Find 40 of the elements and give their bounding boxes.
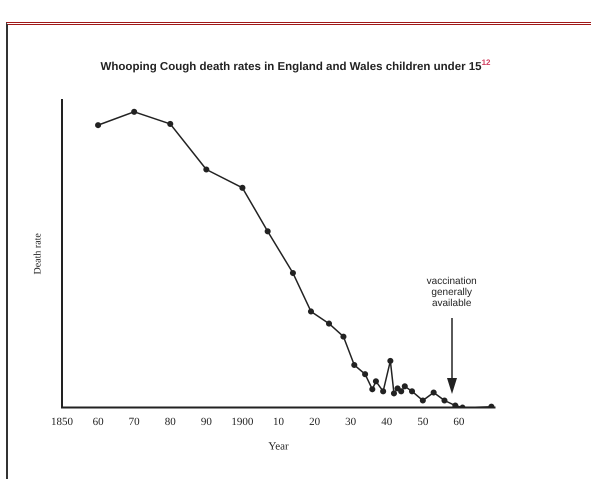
point: [167, 120, 174, 128]
x-tick-label: 30: [345, 416, 357, 428]
point: [390, 390, 398, 396]
x-tick-label: 80: [164, 416, 176, 428]
x-axis-title: Year: [268, 440, 289, 452]
x-tick-label: 50: [417, 416, 429, 428]
point: [326, 320, 332, 327]
annotation: vaccination generally available: [426, 276, 478, 309]
x-tick-label: 90: [200, 416, 212, 428]
point: [308, 308, 314, 315]
point: [264, 228, 271, 234]
x-tick-label: 1900: [231, 416, 254, 428]
point: [420, 397, 426, 404]
point: [398, 388, 404, 394]
point: [408, 388, 416, 394]
point: [239, 184, 246, 191]
point: [402, 383, 408, 390]
point: [203, 166, 210, 173]
x-tick-label: 20: [309, 416, 321, 428]
point: [387, 358, 394, 364]
point: [351, 362, 358, 368]
point: [362, 371, 368, 378]
y-axis-title: Death rate: [32, 232, 44, 274]
point: [95, 122, 102, 128]
x-tick-label: 60: [453, 416, 465, 428]
point: [441, 397, 448, 404]
point: [340, 334, 346, 340]
point: [369, 386, 376, 392]
chart-title: Whooping Cough death rates in England and Wales children under 15$^{12}$: [100, 58, 492, 73]
point: [430, 389, 437, 396]
x-tick-label: 10: [273, 416, 284, 428]
x-tick-label: 40: [381, 416, 393, 428]
x-tick-label: 1850: [51, 416, 74, 428]
x-tick-label: 70: [128, 416, 140, 428]
point: [372, 378, 379, 384]
point: [394, 385, 401, 392]
point: [290, 270, 296, 276]
x-tick-label: 60: [92, 416, 104, 428]
point: [131, 108, 138, 115]
point: [380, 388, 386, 394]
